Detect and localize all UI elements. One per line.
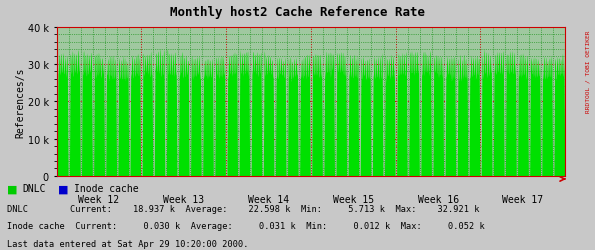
Text: DNLC: DNLC [23,184,46,194]
Text: Inode cache: Inode cache [74,184,139,194]
Text: Week 15: Week 15 [333,194,374,204]
Text: ■: ■ [58,184,69,194]
Text: Week 16: Week 16 [418,194,459,204]
Text: Week 17: Week 17 [502,194,543,204]
Text: Week 14: Week 14 [248,194,289,204]
Text: ■: ■ [7,184,18,194]
Text: DNLC        Current:    18.937 k  Average:    22.598 k  Min:     5.713 k  Max:  : DNLC Current: 18.937 k Average: 22.598 k… [7,204,480,213]
Text: Inode cache  Current:     0.030 k  Average:     0.031 k  Min:     0.012 k  Max: : Inode cache Current: 0.030 k Average: 0.… [7,221,485,230]
Y-axis label: References/s: References/s [15,67,25,137]
Text: RRDTOOL / TOBI OETIKER: RRDTOOL / TOBI OETIKER [586,30,591,112]
Text: Last data entered at Sat Apr 29 10:20:00 2000.: Last data entered at Sat Apr 29 10:20:00… [7,239,249,248]
Text: Monthly host2 Cache Reference Rate: Monthly host2 Cache Reference Rate [170,6,425,19]
Text: Week 13: Week 13 [163,194,204,204]
Text: Week 12: Week 12 [79,194,120,204]
